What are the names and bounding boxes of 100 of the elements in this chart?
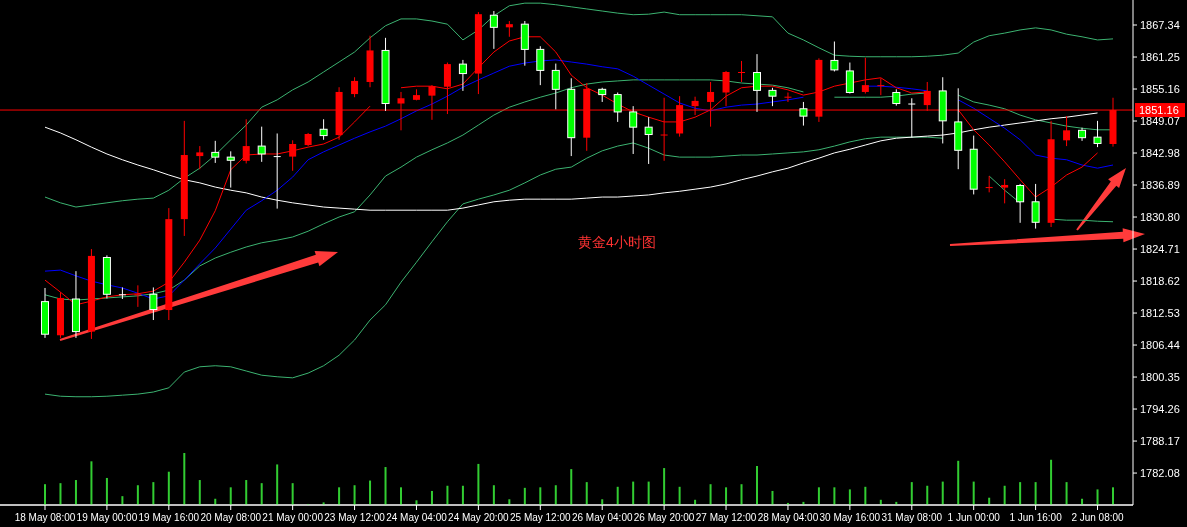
bar <box>90 461 93 505</box>
ref-line-label: 1851.16 <box>1139 104 1179 117</box>
y-tick-label: 1855.16 <box>1140 83 1180 96</box>
candlestick <box>799 101 808 127</box>
x-tick-label: 25 May 12:00 <box>510 512 572 523</box>
candlestick <box>1016 183 1025 224</box>
y-tick-label: 1806.44 <box>1140 339 1180 352</box>
bar <box>384 467 387 505</box>
x-tick-label: 26 May 04:00 <box>571 512 633 523</box>
bar <box>523 487 526 505</box>
candlestick <box>226 150 235 189</box>
candlestick <box>536 45 545 86</box>
x-tick-label: 1 Jun 00:00 <box>947 512 1001 523</box>
x-tick-label: 28 May 04:00 <box>757 512 819 523</box>
bar <box>570 469 573 505</box>
bar <box>833 487 836 505</box>
candlestick <box>613 91 622 123</box>
bar <box>771 490 774 505</box>
y-tick-label: 1861.25 <box>1140 51 1180 64</box>
candlestick <box>1093 120 1102 148</box>
candlestick <box>845 62 854 95</box>
bar <box>756 466 758 505</box>
y-tick-label: 1849.07 <box>1140 115 1180 128</box>
candlestick <box>149 286 158 321</box>
candlestick <box>722 70 730 107</box>
bar <box>260 483 263 505</box>
candlestick <box>861 57 869 95</box>
bar <box>44 484 46 505</box>
candlestick <box>985 175 993 193</box>
bar <box>430 490 433 505</box>
bar <box>105 477 108 505</box>
x-tick-label: 24 May 20:00 <box>448 512 510 523</box>
bar <box>601 499 604 505</box>
y-tick-label: 1818.62 <box>1140 275 1180 288</box>
y-tick-label: 1812.53 <box>1140 307 1180 320</box>
bar <box>678 486 681 505</box>
candlestick <box>1063 115 1071 147</box>
bar <box>910 482 913 505</box>
bar <box>663 468 666 505</box>
x-tick-label: 2 Jun 08:00 <box>1071 512 1125 523</box>
candlestick <box>629 105 638 155</box>
bar <box>817 487 820 505</box>
y-tick-label: 1794.26 <box>1140 403 1180 416</box>
bar <box>152 482 155 505</box>
bar <box>972 481 975 505</box>
candlestick <box>257 126 266 163</box>
bar <box>1050 459 1053 505</box>
candlestick <box>211 140 220 164</box>
bar <box>229 487 232 505</box>
candlestick <box>458 59 467 92</box>
candlestick <box>242 118 250 164</box>
x-tick-label: 1 Jun 16:00 <box>1009 512 1063 523</box>
bar <box>446 485 449 505</box>
bar <box>198 480 201 505</box>
x-tick-label: 19 May 00:00 <box>76 512 138 523</box>
bar <box>508 499 511 505</box>
bar <box>492 485 495 505</box>
bar <box>1065 482 1068 505</box>
bar <box>539 487 542 505</box>
candlestick <box>784 91 792 103</box>
bar <box>276 464 279 505</box>
bar <box>1112 487 1114 505</box>
candlestick <box>289 139 297 172</box>
x-tick-label: 26 May 20:00 <box>633 512 695 523</box>
bar <box>1019 482 1022 505</box>
candlestick <box>489 10 498 50</box>
y-tick-label: 1788.17 <box>1140 435 1180 448</box>
bar <box>59 483 62 505</box>
y-tick-label: 1800.35 <box>1140 371 1180 384</box>
bar <box>291 483 294 505</box>
candlestick <box>319 118 328 141</box>
bar <box>353 485 356 505</box>
candlestick <box>644 116 653 165</box>
bar <box>338 487 341 505</box>
bar <box>709 484 712 505</box>
bar <box>74 480 77 505</box>
bar <box>1034 482 1037 505</box>
candlestick <box>830 41 839 72</box>
bar <box>632 481 635 505</box>
x-tick-label: 19 May 16:00 <box>138 512 200 523</box>
candlestick <box>196 145 204 170</box>
x-tick-label: 18 May 08:00 <box>14 512 76 523</box>
bar <box>1096 489 1099 505</box>
bar <box>369 480 372 505</box>
bar <box>245 480 248 505</box>
bar <box>957 460 960 505</box>
x-tick-label: 23 May 12:00 <box>324 512 386 523</box>
bar <box>1003 485 1006 505</box>
candlestick <box>351 76 359 98</box>
x-tick-label: 30 May 16:00 <box>819 512 881 523</box>
x-tick-label: 27 May 12:00 <box>695 512 757 523</box>
y-tick-label: 1842.98 <box>1140 147 1180 160</box>
bar <box>477 463 480 505</box>
y-tick-label: 1867.34 <box>1140 19 1180 32</box>
y-tick-label: 1836.89 <box>1140 179 1180 192</box>
candlestick <box>877 77 885 96</box>
bar <box>941 481 944 505</box>
bar <box>554 485 557 505</box>
bar <box>136 485 139 505</box>
bar <box>725 487 728 505</box>
